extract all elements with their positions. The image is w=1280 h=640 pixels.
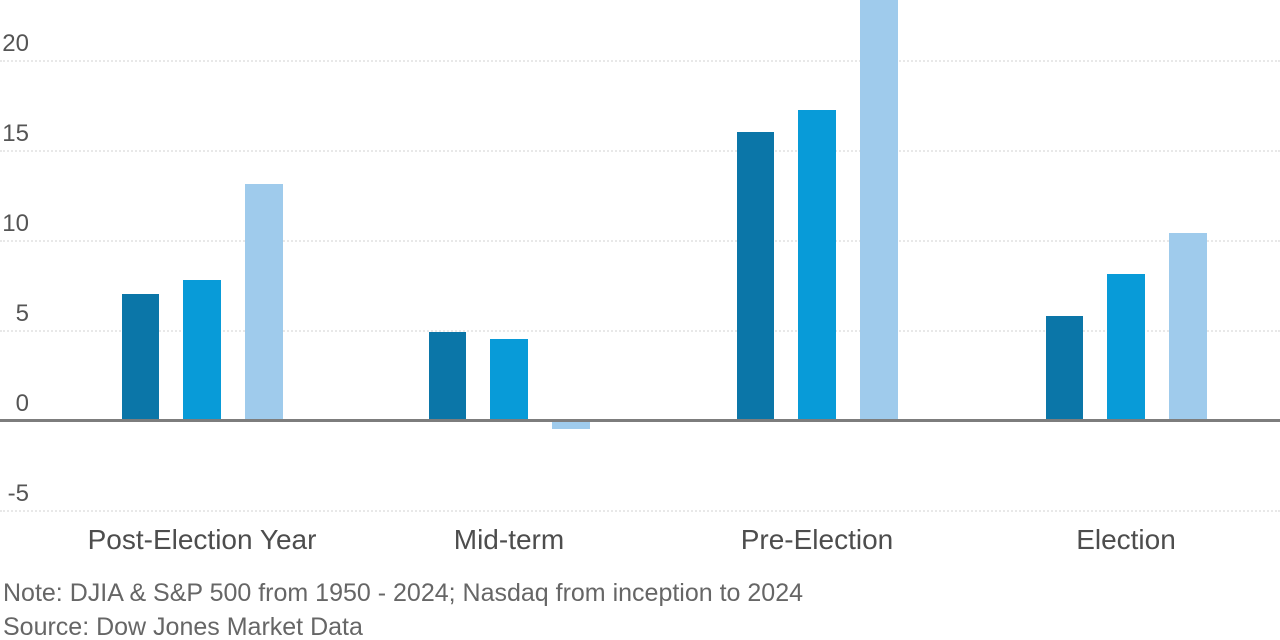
gridline-15 bbox=[0, 150, 1280, 152]
chart-source: Source: Dow Jones Market Data bbox=[3, 613, 363, 640]
bar-djia-mid-term bbox=[428, 331, 466, 420]
gridline-5 bbox=[0, 330, 1280, 332]
bar-djia-election bbox=[1045, 315, 1083, 420]
y-tick-label-15: 15 bbox=[2, 120, 29, 147]
bar-s-p-500-post-election-year bbox=[183, 279, 221, 420]
chart-note: Note: DJIA & S&P 500 from 1950 - 2024; N… bbox=[3, 579, 804, 607]
gridline--5 bbox=[0, 510, 1280, 512]
bar-nasdaq-election bbox=[1169, 232, 1207, 420]
bar-nasdaq-post-election-year bbox=[245, 184, 283, 420]
bar-nasdaq-mid-term bbox=[552, 420, 590, 429]
bar-s-p-500-pre-election bbox=[798, 110, 836, 420]
y-tick-label-10: 10 bbox=[2, 210, 29, 237]
x-axis-zero-line bbox=[0, 419, 1280, 422]
gridline-10 bbox=[0, 240, 1280, 242]
x-category-label-mid-term: Mid-term bbox=[453, 524, 565, 555]
bar-s-p-500-election bbox=[1107, 274, 1145, 420]
gridline-20 bbox=[0, 60, 1280, 62]
bar-djia-pre-election bbox=[736, 132, 774, 420]
x-category-label-pre-election: Pre-Election bbox=[740, 524, 894, 555]
bar-djia-post-election-year bbox=[121, 294, 159, 420]
x-category-label-post-election-year: Post-Election Year bbox=[87, 524, 317, 555]
y-tick-label--5: -5 bbox=[7, 480, 29, 507]
bar-nasdaq-pre-election bbox=[860, 0, 898, 420]
bar-s-p-500-mid-term bbox=[490, 339, 528, 420]
y-tick-label-5: 5 bbox=[15, 300, 29, 327]
y-tick-label-20: 20 bbox=[2, 30, 29, 57]
x-category-label-election: Election bbox=[1076, 524, 1176, 555]
y-tick-label-0: 0 bbox=[15, 390, 29, 417]
